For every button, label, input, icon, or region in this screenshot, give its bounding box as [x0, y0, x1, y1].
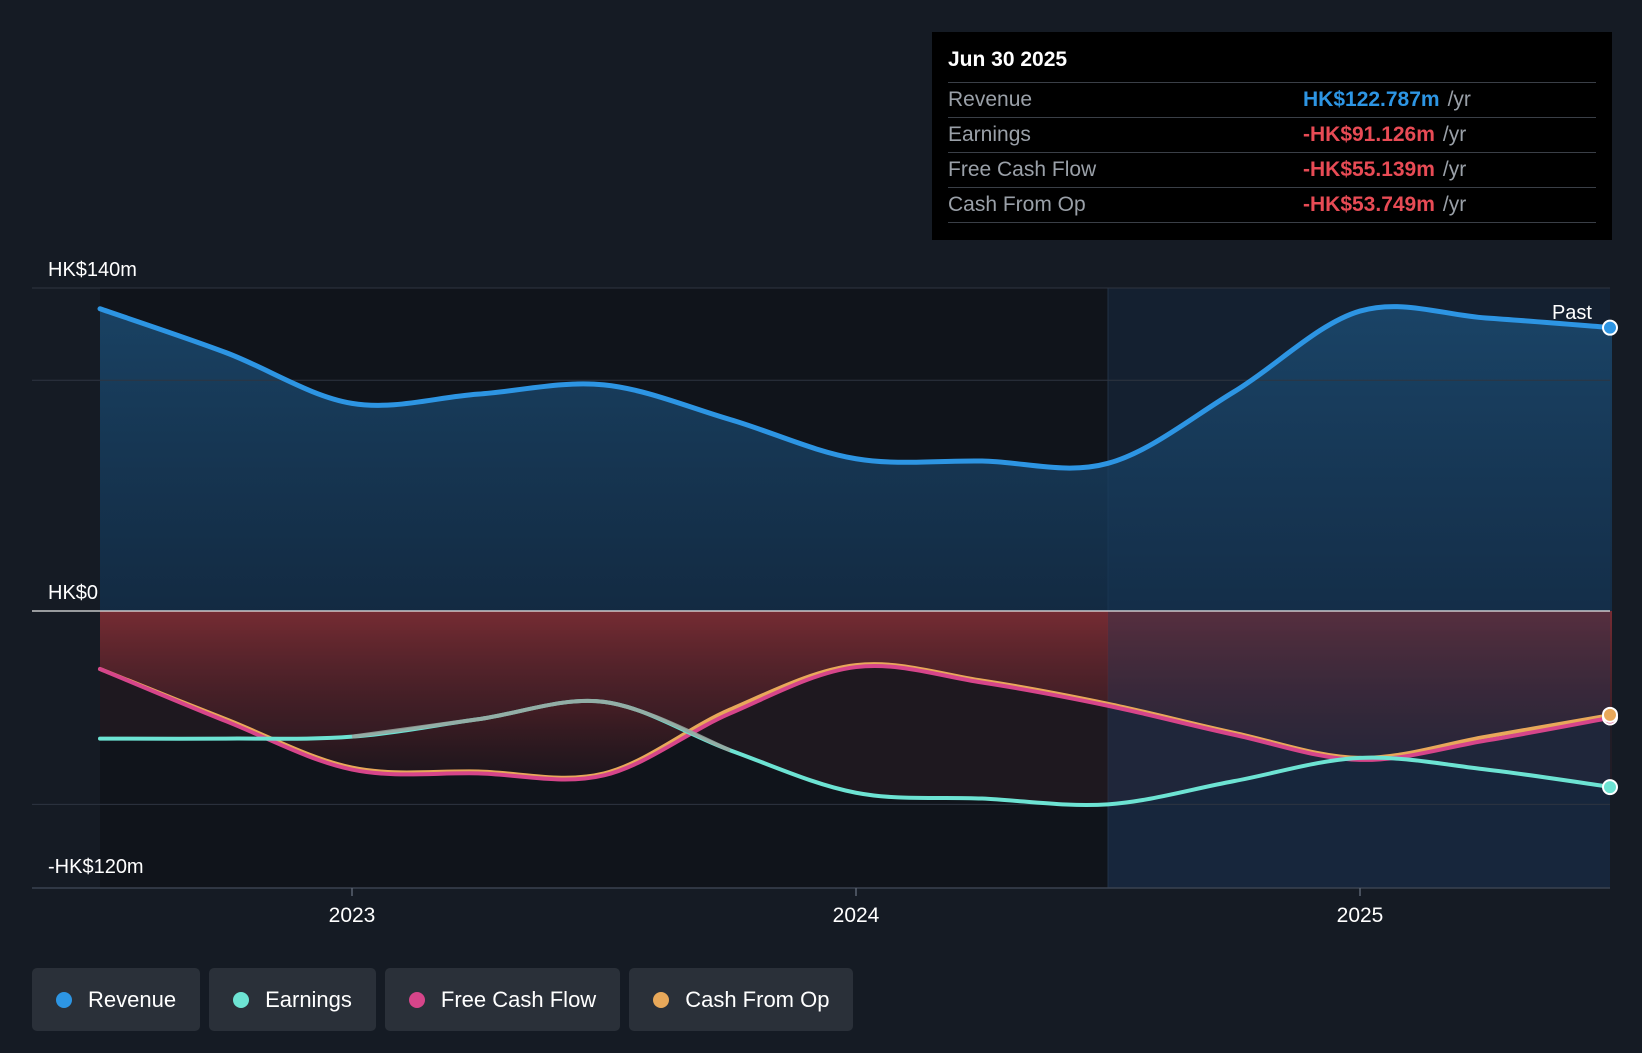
tooltip-panel: Jun 30 2025 Revenue HK$122.787m /yr Earn…	[932, 32, 1612, 240]
tooltip-label: Revenue	[948, 88, 1033, 111]
legend: Revenue Earnings Free Cash Flow Cash Fro…	[32, 968, 854, 1031]
end-point-earnings	[1602, 779, 1618, 796]
earnings-overlap-line	[351, 698, 731, 753]
legend-item-cash-from-op[interactable]: Cash From Op	[629, 968, 854, 1031]
tooltip-value: HK$122.787m	[1303, 88, 1440, 111]
tooltip-row-earnings: Earnings -HK$91.126m /yr	[948, 118, 1596, 153]
tooltip-value: -HK$55.139m	[1303, 158, 1435, 181]
y-tick-label: HK$0	[48, 582, 98, 604]
tooltip-row-free-cash-flow: Free Cash Flow -HK$55.139m /yr	[948, 153, 1596, 188]
tooltip-label: Free Cash Flow	[948, 158, 1097, 181]
negative-area	[100, 611, 1612, 778]
y-tick-label: HK$140m	[48, 259, 137, 281]
legend-label: Cash From Op	[685, 986, 830, 1012]
end-point-revenue	[1602, 319, 1618, 336]
legend-label: Revenue	[88, 986, 177, 1012]
tooltip-unit: /yr	[1442, 158, 1467, 181]
legend-item-free-cash-flow[interactable]: Free Cash Flow	[384, 968, 621, 1031]
x-tick-label: 2025	[1337, 904, 1384, 927]
earnings-area	[100, 611, 1612, 806]
series-line-earnings	[98, 698, 1614, 808]
legend-item-revenue[interactable]: Revenue	[32, 968, 201, 1031]
x-tick-label: 2024	[833, 904, 880, 927]
y-tick-label: -HK$120m	[48, 856, 144, 878]
dot-icon	[408, 991, 425, 1008]
tooltip-label: Earnings	[948, 123, 1031, 146]
legend-item-earnings[interactable]: Earnings	[209, 968, 376, 1031]
forecast-tint	[1108, 611, 1610, 888]
tooltip-unit: /yr	[1447, 88, 1471, 111]
tooltip-unit: /yr	[1442, 123, 1467, 146]
tooltip-value: -HK$91.126m	[1303, 123, 1435, 146]
tooltip-row-revenue: Revenue HK$122.787m /yr	[948, 83, 1596, 118]
legend-label: Earnings	[265, 986, 352, 1012]
x-tick-label: 2023	[329, 904, 376, 927]
tooltip-row-cash-from-op: Cash From Op -HK$53.749m /yr	[948, 188, 1596, 223]
dot-icon	[56, 991, 72, 1008]
dot-icon	[233, 991, 250, 1008]
legend-label: Free Cash Flow	[440, 986, 597, 1012]
tooltip-label: Cash From Op	[948, 193, 1086, 216]
dot-icon	[653, 991, 670, 1008]
tooltip-value: -HK$53.749m	[1303, 193, 1435, 216]
past-label: Past	[1552, 302, 1592, 324]
end-point-cash-from-op	[1602, 706, 1618, 723]
series-line-revenue	[97, 304, 1615, 471]
tooltip-unit: /yr	[1442, 193, 1467, 216]
tooltip-date: Jun 30 2025	[948, 46, 1596, 83]
